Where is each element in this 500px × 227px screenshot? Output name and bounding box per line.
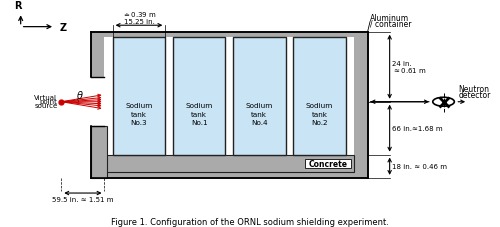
Bar bbox=[173, 38, 226, 155]
Text: Figure 1. Configuration of the ORNL sodium shielding experiment.: Figure 1. Configuration of the ORNL sodi… bbox=[111, 217, 389, 226]
Text: Sodium
tank
No.3: Sodium tank No.3 bbox=[126, 103, 152, 126]
Text: Sodium
tank
No.1: Sodium tank No.1 bbox=[186, 103, 212, 126]
Bar bbox=[104, 38, 354, 172]
Text: R: R bbox=[14, 1, 22, 11]
Text: 15.25 in.: 15.25 in. bbox=[124, 19, 154, 25]
Text: $\doteq$0.39 m: $\doteq$0.39 m bbox=[122, 10, 156, 18]
Text: / container: / container bbox=[370, 20, 412, 29]
Bar bbox=[88, 78, 107, 126]
Text: source: source bbox=[34, 103, 58, 109]
Bar bbox=[293, 38, 346, 155]
Bar bbox=[305, 159, 352, 168]
Text: 18 in. ≈ 0.46 m: 18 in. ≈ 0.46 m bbox=[392, 163, 447, 170]
Text: Concrete: Concrete bbox=[308, 159, 348, 168]
Text: 24 in.: 24 in. bbox=[392, 60, 412, 66]
Text: $\approx$0.61 m: $\approx$0.61 m bbox=[392, 66, 426, 75]
Text: $\theta$: $\theta$ bbox=[76, 89, 84, 101]
Text: detector: detector bbox=[458, 91, 490, 100]
Bar bbox=[91, 32, 367, 178]
Text: Z: Z bbox=[60, 22, 67, 32]
Text: Virtual: Virtual bbox=[34, 94, 58, 100]
Text: Sodium
tank
No.2: Sodium tank No.2 bbox=[306, 103, 333, 126]
Text: point: point bbox=[40, 98, 58, 104]
Bar bbox=[104, 155, 354, 172]
Bar bbox=[91, 126, 107, 178]
Text: Sodium
tank
No.4: Sodium tank No.4 bbox=[246, 103, 273, 126]
Text: Neutron: Neutron bbox=[458, 85, 489, 94]
Text: Aluminum: Aluminum bbox=[370, 14, 409, 22]
Bar bbox=[112, 38, 166, 155]
Text: 59.5 in. ≈ 1.51 m: 59.5 in. ≈ 1.51 m bbox=[52, 196, 114, 202]
Text: 66 in.≈1.68 m: 66 in.≈1.68 m bbox=[392, 126, 442, 132]
Bar bbox=[233, 38, 285, 155]
